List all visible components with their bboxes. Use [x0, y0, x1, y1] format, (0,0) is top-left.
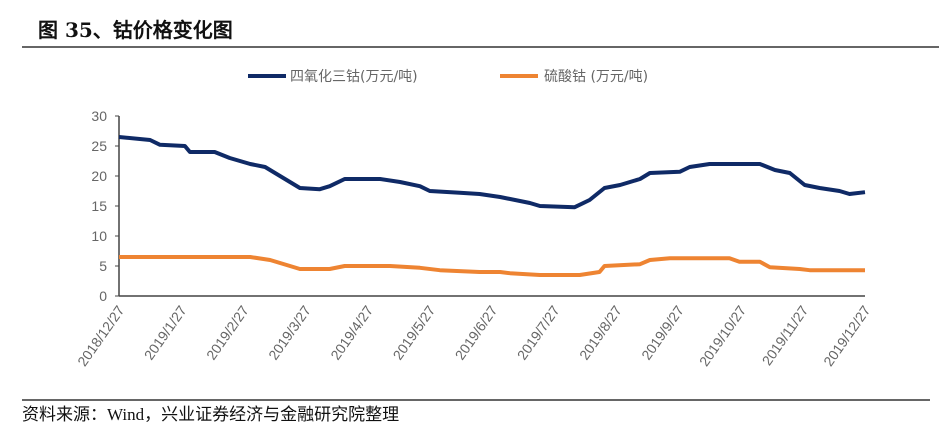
x-tick-label: 2019/12/27: [820, 302, 873, 369]
x-tick-label: 2019/10/27: [696, 302, 749, 369]
x-tick-label: 2019/9/27: [638, 302, 687, 362]
axes: 0 5 10 15 20 25 30 2018/12/27 2019/1/27 2019/2/27…: [74, 108, 873, 369]
series-group: [118, 135, 866, 277]
y-tick-label: 15: [91, 198, 107, 214]
y-tick-label: 5: [99, 258, 107, 274]
x-tick-label: 2019/3/27: [265, 302, 314, 362]
series-line-cobalt-oxide: [118, 135, 866, 210]
legend-label-cobalt-oxide: 四氧化三钴(万元/吨): [290, 69, 418, 85]
x-tick-label: 2019/11/27: [759, 302, 812, 368]
x-tick-label: 2019/7/27: [514, 302, 563, 362]
x-tick-label: 2019/5/27: [389, 302, 438, 362]
legend-label-cobalt-sulfate: 硫酸钴 (万元/吨): [544, 69, 648, 85]
y-tick-label: 20: [91, 168, 107, 184]
x-tick-label: 2018/12/27: [74, 302, 127, 369]
x-tick-label: 2019/2/27: [203, 302, 252, 362]
x-tick-label: 2019/8/27: [576, 302, 625, 362]
y-tick-label: 0: [99, 288, 107, 304]
series-line-cobalt-sulfate: [119, 255, 865, 277]
source-note: 资料来源：Wind，兴业证券经济与金融研究院整理: [22, 405, 399, 424]
x-tick-label: 2019/6/27: [452, 302, 501, 362]
legend: 四氧化三钴(万元/吨) 硫酸钴 (万元/吨): [248, 69, 648, 85]
x-tick-label: 2019/4/27: [327, 302, 376, 362]
y-tick-label: 10: [91, 228, 107, 244]
x-tick-label: 2019/1/27: [141, 302, 190, 362]
figure-title: 图 35、钴价格变化图: [38, 18, 233, 42]
y-tick-label: 30: [91, 108, 107, 124]
y-tick-label: 25: [91, 138, 107, 154]
